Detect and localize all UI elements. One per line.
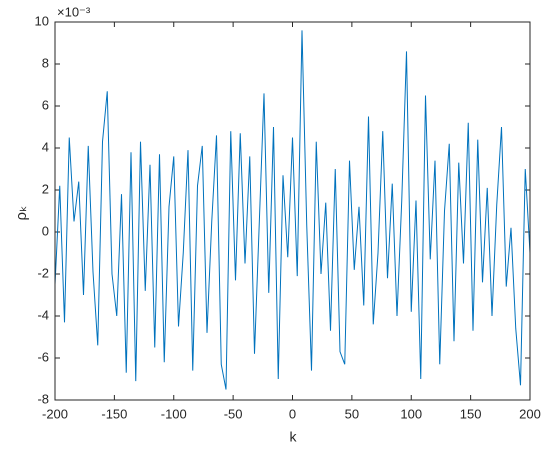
x-tick-label: 100	[400, 406, 422, 421]
y-tick-label: 4	[42, 139, 49, 154]
y-tick-label: -6	[37, 349, 49, 364]
y-tick-label: 6	[42, 97, 49, 112]
y-axis-label: ρₖ	[13, 206, 30, 221]
y-tick-label: 0	[42, 223, 49, 238]
x-tick-label: -100	[161, 406, 187, 421]
x-tick-label: 0	[289, 406, 296, 421]
plot-box	[54, 21, 531, 401]
x-tick-label: -200	[42, 406, 68, 421]
x-tick-label: -50	[224, 406, 243, 421]
x-axis-label: k	[290, 429, 298, 445]
y-tick-label: 2	[42, 181, 49, 196]
y-tick-label: -2	[37, 265, 49, 280]
y-tick-label: 8	[42, 55, 49, 70]
x-tick-label: 50	[345, 406, 359, 421]
y-tick-label: -4	[37, 307, 49, 322]
x-tick-label: 150	[460, 406, 482, 421]
y-tick-label: -8	[37, 391, 49, 406]
data-line	[54, 30, 531, 390]
y-exponent: ×10⁻³	[57, 4, 91, 19]
x-tick-label: -150	[101, 406, 127, 421]
y-tick-label: 10	[35, 13, 49, 28]
x-tick-label: 200	[519, 406, 541, 421]
